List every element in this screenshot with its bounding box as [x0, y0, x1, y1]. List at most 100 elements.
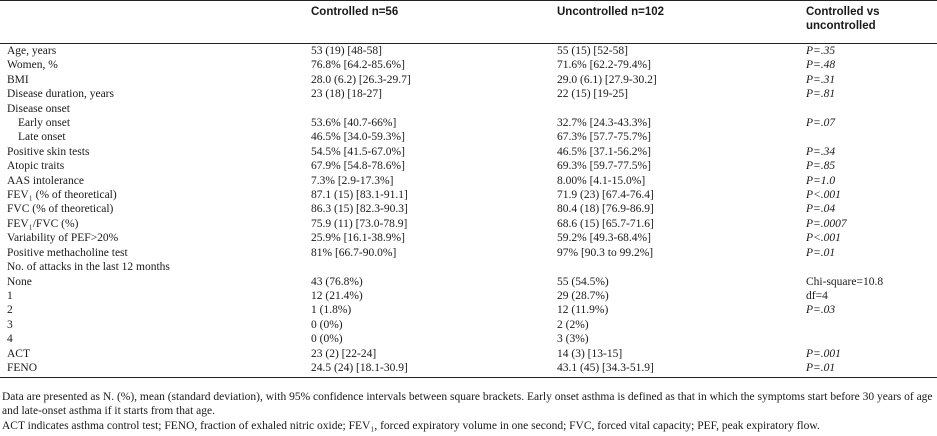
table-cell: 23 (2) [22-24] [311, 347, 377, 360]
table-cell: 53 (19) [48-58] [311, 45, 382, 57]
table-cell: Early onset [18, 117, 71, 130]
table-row: Variability of PEF>20% 25.9% [16.1-38.9%]… [0, 231, 937, 245]
table-cell: 32.7% [24.3-43.3%] [557, 117, 651, 130]
footnote: Data are presented as N. (%), mean (stan… [2, 391, 933, 418]
table-cell: Positive skin tests [7, 145, 90, 158]
table-cell: ACT [7, 347, 30, 360]
table-cell: 1 (1.8%) [311, 304, 352, 317]
table-cell: P=.31 [806, 73, 836, 86]
table-row: AAS intolerance 7.3% [2.9-17.3%] 8.00% [4.… [0, 174, 937, 188]
table-cell: 71.9 (23) [67.4-76.4] [557, 189, 654, 202]
table-cell: 68.6 (15) [65.7-71.6] [557, 217, 654, 230]
table-cell: P=.001 [806, 347, 841, 360]
table-cell: 46.5% [37.1-56.2%] [557, 145, 651, 158]
table-cell: Positive methacholine test [7, 246, 128, 259]
table-cell: P=.01 [799, 360, 937, 379]
table-cell: P=.0007 [806, 217, 847, 230]
table-row: 2 1 (1.8%) 12 (11.9%) P=.03 [0, 303, 937, 317]
table-cell: P=.35 [806, 45, 836, 57]
table-cell: 86.3 (15) [82.3-90.3] [311, 203, 408, 216]
table-cell: P=.07 [806, 117, 836, 130]
table-cell: 81% [66.7-90.0%] [311, 246, 397, 259]
table-cell: 29.0 (6.1) [27.9-30.2] [557, 73, 657, 86]
header-row: Controlled n=56 Uncontrolled n=102 Control… [0, 0, 937, 44]
table-cell: P<.001 [806, 189, 841, 202]
table-cell: BMI [7, 73, 29, 86]
table-cell: 3 [7, 318, 13, 331]
table-cell: 69.3% [59.7-77.5%] [557, 160, 651, 173]
table-cell: 76.8% [64.2-85.6%] [311, 59, 405, 72]
empty-cell [799, 318, 937, 332]
table-cell: 1 [7, 289, 13, 302]
table-cell: Age, years [7, 45, 57, 57]
table-cell: 3 (3%) [557, 333, 589, 346]
header-cell: Controlled n=56 [304, 0, 550, 44]
table-cell: None [7, 275, 32, 288]
table-cell: 12 (11.9%) [557, 304, 609, 317]
empty-cell [550, 260, 799, 274]
table-cell: Variability of PEF>20% [7, 232, 119, 245]
table-cell: 25.9% [16.1-38.9%] [311, 232, 405, 245]
table-cell: 43.1 (45) [34.3-51.9] [550, 360, 799, 379]
table-row: No. of attacks in the last 12 months [0, 260, 937, 274]
table-cell: 75.9 (11) [73.0-78.9] [311, 217, 408, 230]
header-cell: Controlled vs uncontrolled [799, 0, 937, 44]
table-row: Age, years 53 (19) [48-58] 55 (15) [52-58]… [0, 44, 937, 59]
table-cell: AAS intolerance [7, 174, 84, 187]
table-cell: 43 (76.8%) [311, 275, 363, 288]
empty-cell [799, 260, 937, 274]
table-row: Women, % 76.8% [64.2-85.6%] 71.6% [62.2-79… [0, 58, 937, 72]
table-cell: 55 (54.5%) [557, 275, 609, 288]
table-row: Positive methacholine test 81% [66.7-90.0… [0, 246, 937, 260]
table-cell: 4 [7, 333, 13, 346]
table-cell: 0 (0%) [311, 333, 343, 346]
table-row: FVC (% of theoretical) 86.3 (15) [82.3-90… [0, 202, 937, 216]
table-row: None 43 (76.8%) 55 (54.5%) Chi-square=10.8 [0, 275, 937, 289]
table-row: 4 0 (0%) 3 (3%) [0, 332, 937, 346]
table-cell: Atopic traits [7, 160, 65, 173]
table-cell: FEV₁ (% of theoretical) [7, 189, 117, 202]
table-cell: 22 (15) [19-25] [557, 88, 628, 101]
table-cell: 14 (3) [13-15] [557, 347, 623, 360]
table-cell: P=.03 [806, 304, 836, 317]
table-cell: FEV₁/FVC (%) [7, 217, 79, 230]
table-row: 1 12 (21.4%) 29 (28.7%) df=4 [0, 289, 937, 303]
table-cell: 23 (18) [18-27] [311, 88, 382, 101]
table-cell: 97% [90.3 to 99.2%] [557, 246, 654, 259]
table-cell: 29 (28.7%) [557, 289, 609, 302]
table-cell: 54.5% [41.5-67.0%] [311, 145, 405, 158]
table-cell: P=.81 [806, 88, 836, 101]
table-cell: Disease duration, years [7, 88, 114, 101]
table-cell: 2 (2%) [557, 318, 589, 331]
table-cell: 7.3% [2.9-17.3%] [311, 174, 394, 187]
table-cell: FENO [0, 360, 304, 379]
table-cell: P<.001 [806, 232, 841, 245]
header-cell [0, 0, 304, 44]
table-cell: Disease onset [7, 102, 70, 115]
table-cell: Chi-square=10.8 [806, 275, 884, 288]
footnote: ACT indicates asthma control test; FENO,… [2, 419, 820, 432]
table-cell: 59.2% [49.3-68.4%] [557, 232, 651, 245]
empty-cell [799, 332, 937, 346]
footnotes: Data are presented as N. (%), mean (stan… [2, 390, 934, 433]
table-row: ACT 23 (2) [22-24] 14 (3) [13-15] P=.001 [0, 347, 937, 361]
table-cell: 8.00% [4.1-15.0%] [557, 174, 646, 187]
table-cell: 12 (21.4%) [311, 289, 363, 302]
table-cell: 53.6% [40.7-66%] [311, 117, 397, 130]
table-cell: 67.3% [57.7-75.7%] [557, 131, 651, 144]
table-cell: df=4 [806, 289, 828, 302]
table-cell: 80.4 (18) [76.9-86.9] [557, 203, 654, 216]
empty-cell [550, 102, 799, 116]
table-cell: 0 (0%) [311, 318, 343, 331]
empty-cell [304, 260, 550, 274]
table-row: FEV₁/FVC (%) 75.9 (11) [73.0-78.9] 68.6 (1… [0, 217, 937, 231]
empty-cell [799, 130, 937, 144]
table-row: FENO 24.5 (24) [18.1-30.9] 43.1 (45) [34.3… [0, 360, 937, 379]
table-cell: FVC (% of theoretical) [7, 203, 114, 216]
table-cell: P=.48 [806, 59, 836, 72]
table-row: Positive skin tests 54.5% [41.5-67.0%] 46.… [0, 145, 937, 159]
table-cell: 67.9% [54.8-78.6%] [311, 160, 405, 173]
data-table: Controlled n=56 Uncontrolled n=102 Control… [0, 0, 937, 379]
table-cell: Women, % [7, 59, 58, 72]
